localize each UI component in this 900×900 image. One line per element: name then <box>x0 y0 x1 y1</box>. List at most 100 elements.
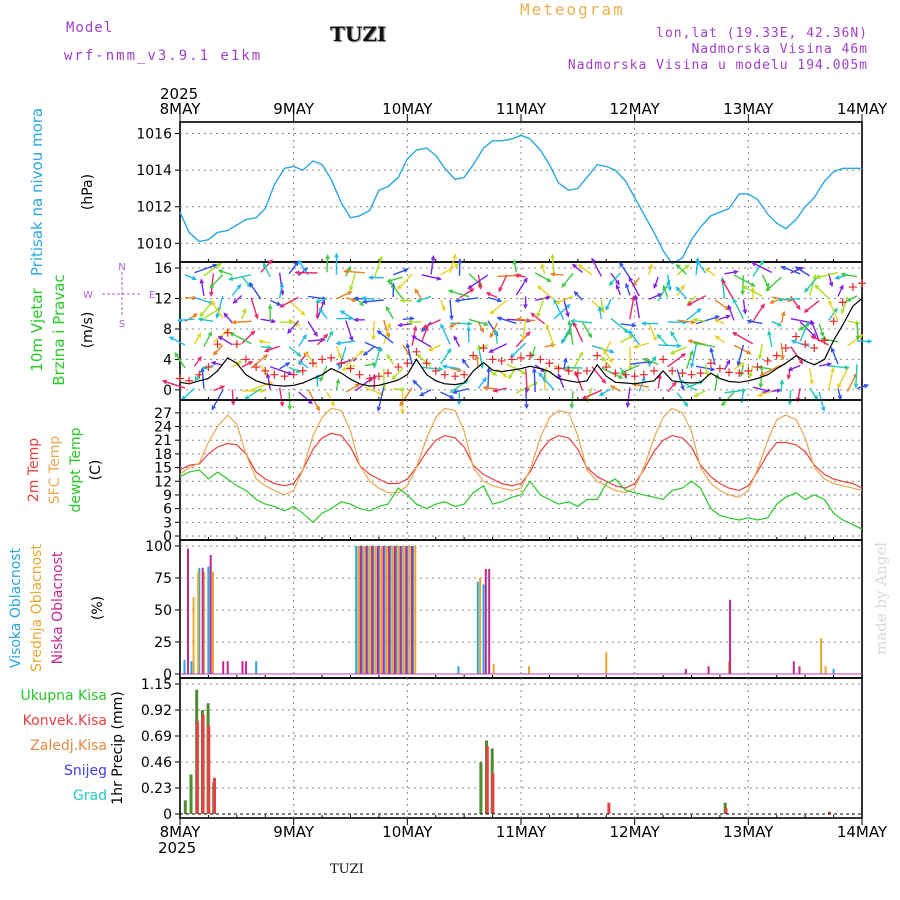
x-tick-label: 12MAY <box>610 100 661 118</box>
wind-barb <box>442 365 460 370</box>
wind-barb-head <box>263 347 270 353</box>
wind-barb <box>421 274 441 280</box>
wind-barb-head <box>780 265 786 271</box>
wind-barb <box>420 326 429 342</box>
y-tick-label: 4 <box>163 352 172 368</box>
y-tick-label: 1014 <box>136 163 172 179</box>
wind-barb-head <box>798 326 804 331</box>
wind-barb <box>264 345 280 352</box>
wind-barb-head <box>615 280 620 286</box>
year-label: 2025 <box>158 839 196 857</box>
wind-barb-head <box>412 379 418 385</box>
wind-barbs <box>161 252 873 415</box>
wind-barb-head <box>297 360 304 365</box>
wind-gust-marker <box>497 356 506 365</box>
y-tick-label: 0.23 <box>141 781 172 797</box>
wind-barb-head <box>479 327 485 334</box>
cloud-bar <box>684 668 687 674</box>
wind-barb-head <box>690 319 697 325</box>
wind-barb <box>211 301 224 319</box>
cloud-bar <box>201 567 204 674</box>
wind-barb <box>828 300 839 322</box>
wind-gust-marker <box>687 370 696 379</box>
wind-gust-marker <box>185 376 194 385</box>
wind-barb-head <box>496 297 503 303</box>
wind-barb <box>653 276 659 288</box>
wind-barb-head <box>489 333 495 339</box>
wind-barb <box>336 340 356 345</box>
wind-barb <box>216 295 224 318</box>
wind-barb <box>855 364 858 388</box>
wind-barb-head <box>351 297 357 302</box>
wind-barb <box>307 295 326 300</box>
wind-barb <box>696 260 707 274</box>
wind-barb <box>721 279 735 301</box>
wind-barb-head <box>675 286 681 292</box>
wind-barb-head <box>315 406 320 412</box>
wind-barb <box>210 273 215 296</box>
precip-legend-entry: Zaledj.Kisa <box>30 738 107 754</box>
wind-barb-head <box>662 284 667 291</box>
wind-barb-head <box>714 335 720 340</box>
wind-barb-head <box>631 322 637 328</box>
wind-barb-head <box>830 366 835 373</box>
wind-barb-head <box>463 379 469 385</box>
wind-gust-marker <box>848 283 857 292</box>
wind-barb-head <box>267 345 273 350</box>
wind-barb <box>391 367 404 380</box>
cloud-bar <box>400 546 403 674</box>
wind-barb-head <box>689 349 694 356</box>
wind-barb-head <box>777 297 783 303</box>
wind-gust-marker <box>479 344 488 352</box>
wind-barb-head <box>207 331 212 337</box>
cloud-bar <box>412 546 414 674</box>
wind-gust-marker <box>639 370 648 379</box>
wind-barb-head <box>385 305 390 311</box>
wind-barb-head <box>530 352 535 359</box>
wind-barb <box>218 336 233 346</box>
cloud-bar <box>388 546 391 674</box>
wind-barb <box>335 345 342 358</box>
wind-barb-head <box>725 359 731 365</box>
wind-barb <box>461 359 470 369</box>
wind-barb <box>695 315 720 325</box>
wind-barb <box>344 270 365 274</box>
wind-barb <box>714 299 730 311</box>
precip-bar <box>189 774 193 814</box>
wind-barb-head <box>714 315 721 320</box>
wind-barb <box>201 368 205 389</box>
wind-barb-head <box>330 401 335 407</box>
wind-barb <box>508 366 517 379</box>
wind-gust-marker <box>517 353 525 362</box>
wind-barb <box>278 387 284 406</box>
wind-barb-head <box>488 348 494 353</box>
wind-barb-head <box>304 351 310 357</box>
wind-barb-head <box>353 317 359 323</box>
year-label: 2025 <box>160 85 198 103</box>
wind-gust-marker <box>593 351 602 360</box>
wind-barb-head <box>569 318 576 324</box>
y-tick-label: 12 <box>154 474 172 490</box>
wind-barb-head <box>803 308 809 313</box>
wind-barb <box>229 274 252 281</box>
wind-barb-head <box>236 361 243 366</box>
panel-ylabel: Srednja Oblacnost <box>29 544 45 672</box>
wind-barb <box>572 263 583 273</box>
wind-barb-head <box>523 304 528 310</box>
wind-barb <box>402 317 414 321</box>
wind-barb <box>562 298 569 317</box>
cloud-bar <box>488 569 491 674</box>
wind-barb-head <box>573 290 579 296</box>
wind-barb <box>658 344 681 347</box>
wind-barb <box>760 364 782 377</box>
wind-barb-head <box>441 306 446 312</box>
wind-barb-head <box>258 339 264 344</box>
wind-barb <box>477 377 487 389</box>
wind-barb-head <box>760 303 765 309</box>
wind-gust-marker <box>318 355 327 364</box>
cloud-bar <box>202 571 205 674</box>
wind-barb <box>626 387 631 407</box>
wind-barb-head <box>683 401 689 408</box>
wind-barb-head <box>624 328 630 334</box>
wind-barb-head <box>690 362 695 369</box>
